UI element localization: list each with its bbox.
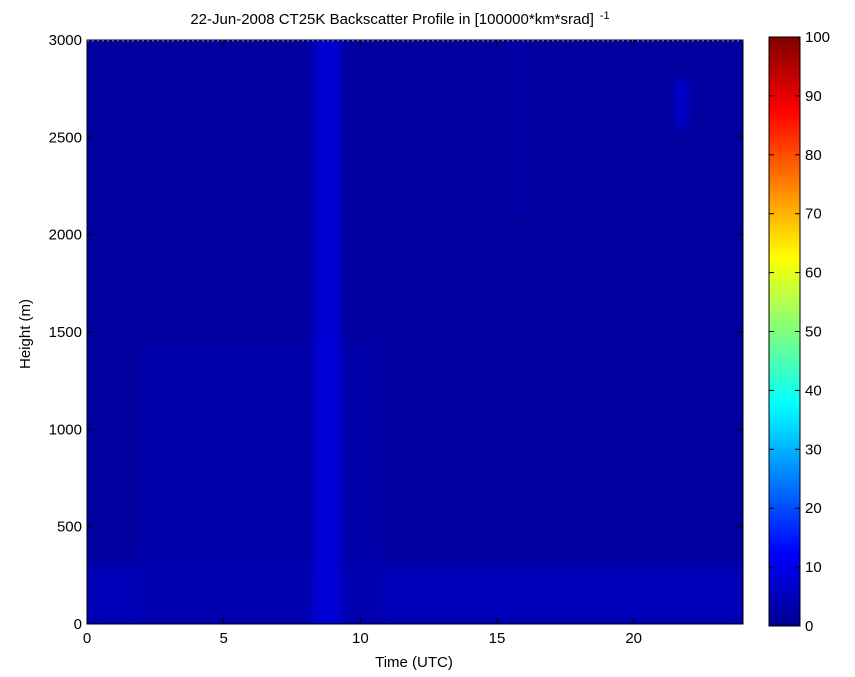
- colorbar-tick-label: 30: [805, 441, 822, 458]
- x-tick-label: 20: [625, 630, 642, 647]
- y-tick-label: 1500: [49, 324, 82, 341]
- colorbar-tick-label: 90: [805, 88, 822, 105]
- colorbar-tick-label: 100: [805, 29, 830, 46]
- y-tick-label: 2000: [49, 227, 82, 244]
- colorbar-tick-label: 50: [805, 324, 822, 341]
- y-tick-label: 2500: [49, 129, 82, 146]
- colorbar-tick-label: 70: [805, 206, 822, 223]
- y-tick-label: 500: [57, 519, 82, 536]
- colorbar-tick-label: 60: [805, 265, 822, 282]
- backscatter-features: [87, 40, 743, 624]
- feature-patch: [674, 78, 689, 128]
- colorbar-tick-label: 20: [805, 500, 822, 517]
- plot-area: 0 5 10 15 20 0 500 1000 1500 2000 2500 3000: [49, 32, 744, 647]
- x-axis-label: Time (UTC): [375, 654, 453, 671]
- x-tick-label: 15: [489, 630, 506, 647]
- x-tick-label: 5: [219, 630, 227, 647]
- x-tick-label: 10: [352, 630, 369, 647]
- y-tick-label: 3000: [49, 32, 82, 49]
- y-axis-label: Height (m): [17, 299, 34, 369]
- y-tick-label: 1000: [49, 421, 82, 438]
- y-tick-label: 0: [74, 616, 82, 633]
- chart-title: 22-Jun-2008 CT25K Backscatter Profile in…: [190, 10, 609, 28]
- colorbar-tick-label: 40: [805, 382, 822, 399]
- feature-column: [313, 40, 342, 624]
- colorbar: 0 10 20 30 40 50 60 70 80 90 100: [768, 29, 830, 635]
- feature-column: [510, 40, 525, 216]
- colorbar-ticks: 0 10 20 30 40 50 60 70 80 90 100: [769, 29, 830, 635]
- y-axis: 0 500 1000 1500 2000 2500 3000: [49, 32, 743, 633]
- colorbar-tick-label: 10: [805, 559, 822, 576]
- x-tick-label: 0: [83, 630, 91, 647]
- x-axis: 0 5 10 15 20: [83, 40, 642, 647]
- feature-boundary-layer: [138, 341, 383, 624]
- colorbar-tick-label: 0: [805, 618, 813, 635]
- colorbar-tick-label: 80: [805, 147, 822, 164]
